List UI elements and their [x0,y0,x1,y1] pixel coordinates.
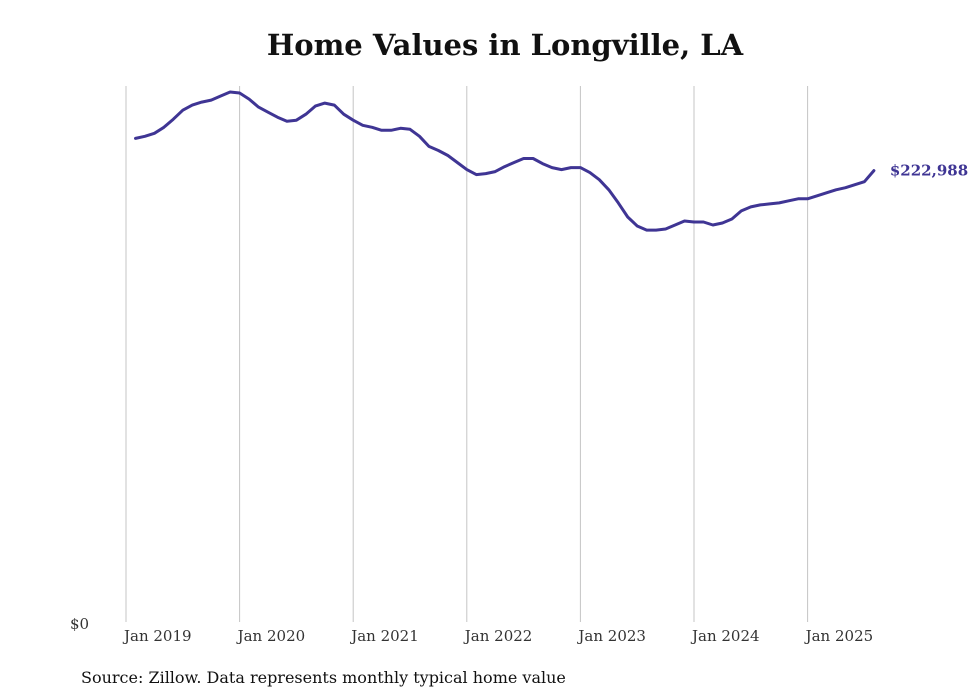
x-tick-label: Jan 2020 [236,627,306,645]
series-line [134,90,876,232]
x-tick-label: Jan 2025 [804,627,874,645]
x-tick-label: Jan 2019 [122,627,192,645]
x-tick-label: Jan 2022 [463,627,533,645]
y-tick-labels: $0 [70,615,89,633]
x-tick-labels: Jan 2019 Jan 2020 Jan 2021 Jan 2022 Jan 2023… [122,627,873,645]
x-tick-label: Jan 2021 [349,627,419,645]
gridlines [125,86,809,622]
x-tick-label: Jan 2023 [576,627,646,645]
source-note: Source: Zillow. Data represents monthly … [81,668,566,687]
end-value-label: $222,988 [890,162,968,180]
end-labels: $222,988 [890,162,968,180]
y-tick-label: $0 [70,615,89,633]
x-tick-label: Jan 2024 [690,627,760,645]
series-lines [134,90,876,232]
chart-title: Home Values in Longville, LA [266,28,744,62]
